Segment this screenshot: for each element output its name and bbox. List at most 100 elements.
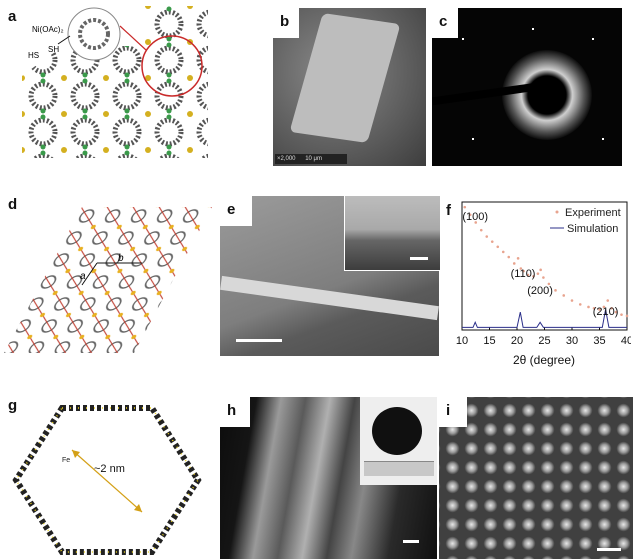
inset-image: [344, 196, 440, 271]
experiment-point: [512, 262, 516, 265]
axis-b-label: b: [118, 253, 124, 264]
panel-b-sem-image: b ×2,000 10 μm: [273, 8, 426, 166]
pore-size-label: ~2 nm: [94, 463, 125, 475]
panel-c-diffraction: c: [432, 8, 622, 166]
panel-b-label-tab: b: [273, 8, 299, 38]
x-tick-label: 30: [566, 335, 578, 347]
panel-g-hexagonal-pore: ~2 nm Fe: [12, 405, 202, 555]
panel-label-c: c: [439, 13, 448, 30]
hs-text: HS: [28, 51, 39, 60]
panel-f-pxrd-chart: 10 15 20 25 30 35 40 (100) (110) (200) (210) Expe…: [456, 201, 631, 367]
flake: [289, 13, 401, 143]
x-tick-label: 20: [511, 335, 523, 347]
panel-h-sem-image: h: [220, 397, 437, 559]
experiment-point: [606, 299, 610, 302]
experiment-point: [587, 305, 590, 309]
experiment-point: [542, 276, 545, 279]
panel-i-tem-image: i: [439, 397, 633, 559]
film-edge: [220, 275, 439, 321]
panel-e-label-tab: e: [220, 196, 252, 226]
panel-label-i: i: [446, 402, 451, 419]
experiment-point: [522, 269, 525, 273]
panel-label-a: a: [8, 8, 17, 25]
reagent-text: Ni(OAc)₂: [32, 25, 64, 34]
scale-bar: [236, 339, 282, 342]
legend-simulation: Simulation: [567, 223, 618, 235]
panel-c-label-tab: c: [432, 8, 458, 38]
sem-scale: 10 μm: [305, 156, 322, 162]
experiment-point: [578, 303, 582, 306]
inset-molecule: [67, 7, 121, 61]
peak-label: (110): [511, 268, 536, 280]
scale-bar: [403, 540, 419, 543]
experiment-point: [485, 235, 489, 238]
experiment-point: [519, 267, 523, 270]
panel-label-d: d: [8, 196, 18, 213]
ruler: [364, 461, 434, 476]
x-tick-label: 40: [621, 335, 631, 347]
scale-bar: [597, 548, 621, 551]
diffraction-spot: [592, 38, 594, 40]
x-tick-label: 15: [483, 335, 495, 347]
experiment-point: [610, 306, 613, 310]
diffraction-halo: [502, 50, 592, 140]
axis-a-label: a: [80, 271, 86, 282]
sem-info-bar: ×2,000 10 μm: [275, 154, 347, 164]
panel-d-structure: b a: [4, 207, 212, 353]
experiment-point: [496, 245, 500, 249]
peak-label: (210): [593, 306, 619, 318]
x-axis-label: 2θ (degree): [513, 353, 575, 367]
simulation-line: [462, 309, 627, 328]
panel-label-g: g: [8, 397, 18, 414]
pore-hexagon: [12, 405, 202, 555]
panel-h-label-tab: h: [220, 397, 250, 427]
fe-label: Fe: [62, 457, 70, 464]
experiment-point: [562, 294, 566, 297]
experiment-point: [554, 289, 557, 292]
experiment-point: [490, 240, 494, 243]
panel-e-sem-image: e: [220, 196, 440, 356]
experiment-point: [468, 213, 472, 217]
experiment-point: [479, 228, 483, 232]
experiment-point: [602, 305, 606, 309]
panel-i-label-tab: i: [439, 397, 467, 427]
diffraction-spot: [532, 28, 534, 30]
peak-label: (200): [527, 285, 553, 297]
inset-scale-bar: [410, 257, 428, 260]
panel-label-f: f: [446, 202, 451, 219]
experiment-point: [463, 205, 467, 209]
diffraction-spot: [472, 138, 474, 140]
x-tick-label: 10: [456, 335, 468, 347]
x-tick-label: 35: [593, 335, 605, 347]
experiment-point: [526, 273, 530, 277]
diffraction-spot: [602, 138, 604, 140]
film-disk: [372, 407, 422, 455]
sh-text: SH: [48, 45, 59, 54]
diffraction-spot: [462, 38, 464, 40]
inset-photo: [360, 397, 437, 485]
experiment-point: [539, 268, 542, 272]
experiment-point: [516, 257, 520, 260]
experiment-point: [474, 221, 478, 224]
experiment-point: [620, 313, 623, 316]
peak-label: (100): [462, 211, 488, 223]
legend-experiment: Experiment: [565, 207, 621, 219]
legend: Experiment Simulation: [550, 207, 621, 235]
experiment-point: [532, 274, 535, 278]
x-tick-label: 25: [538, 335, 550, 347]
panel-a-lattice: Ni(OAc)₂ SH HS: [22, 6, 208, 158]
experiment-point: [507, 255, 511, 259]
experiment-point: [625, 314, 629, 318]
panel-label-e: e: [227, 201, 236, 218]
panel-label-b: b: [280, 13, 290, 30]
experiment-point: [592, 306, 596, 310]
sem-magnification: ×2,000: [277, 156, 296, 162]
panel-label-h: h: [227, 402, 237, 419]
legend-experiment-marker: [555, 210, 559, 214]
experiment-point: [614, 310, 618, 314]
experiment-point: [570, 299, 574, 302]
experiment-point: [536, 272, 540, 275]
highlight-circle: [141, 35, 203, 97]
experiment-point: [598, 308, 601, 311]
experiment-point: [547, 282, 551, 286]
